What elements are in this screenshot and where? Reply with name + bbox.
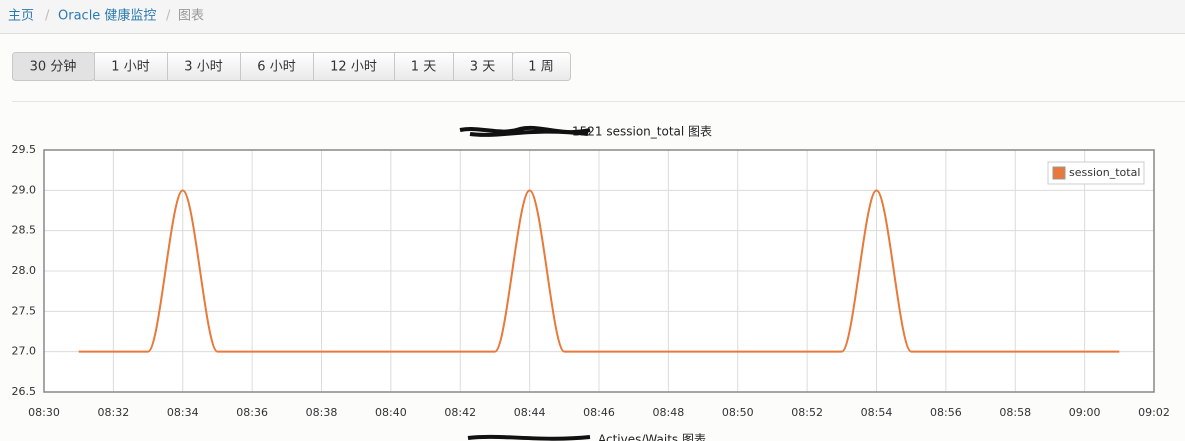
y-tick-label: 28.0 — [12, 264, 37, 277]
x-tick-label: 08:54 — [861, 406, 893, 419]
x-tick-label: 08:34 — [167, 406, 199, 419]
x-tick-label: 09:00 — [1069, 406, 1101, 419]
x-tick-label: 08:58 — [999, 406, 1031, 419]
range-button-label: 3 天 — [470, 60, 495, 75]
breadcrumb-current: 图表 — [178, 9, 204, 24]
breadcrumb-separator: / — [45, 9, 50, 24]
range-button[interactable] — [453, 52, 513, 81]
x-tick-label: 08:50 — [722, 406, 754, 419]
range-button-label: 1 小时 — [111, 60, 149, 75]
legend-box — [1047, 161, 1145, 185]
redaction — [459, 125, 591, 137]
y-tick-label: 29.0 — [12, 183, 37, 196]
range-button[interactable] — [167, 52, 241, 81]
range-button-label: 1 周 — [528, 60, 553, 75]
range-button[interactable] — [512, 52, 571, 81]
chart: 26.5 27.0 27.5 28.0 28.5 29.0 29.5 08:30 08:32 08… — [12, 143, 1170, 419]
legend-swatch — [1052, 166, 1066, 180]
x-tick-label: 09:02 — [1138, 406, 1170, 419]
range-button-group: 30 分钟 1 小时 3 小时 6 小时 12 小时 1 天 3 天 1 周 — [12, 52, 571, 81]
y-tick-label: 26.5 — [12, 385, 37, 398]
breadcrumb-link[interactable]: Oracle 健康监控 — [58, 8, 156, 24]
range-button-label: 3 小时 — [184, 60, 222, 75]
breadcrumb-separator: / — [166, 9, 171, 24]
y-tick-label: 27.5 — [12, 304, 37, 317]
y-tick-label: 29.5 — [12, 143, 37, 156]
range-button-label: 30 分钟 — [30, 59, 77, 75]
breadcrumb-link[interactable]: 主页 — [8, 9, 34, 24]
legend-label: session_total — [1069, 166, 1140, 179]
x-tick-label: 08:56 — [930, 406, 962, 419]
y-tick-label: 27.0 — [12, 345, 37, 358]
range-button[interactable] — [240, 52, 314, 81]
redaction — [467, 434, 591, 441]
x-tick-label: 08:46 — [583, 406, 615, 419]
range-button-label: 1 天 — [411, 60, 436, 75]
plot-border — [43, 149, 1155, 393]
range-button[interactable] — [313, 52, 395, 81]
range-button[interactable] — [94, 52, 168, 81]
breadcrumb-bar — [0, 0, 1185, 33]
y-tick-label: 28.5 — [12, 224, 37, 237]
chart-title: 1521 session_total 图表 — [572, 125, 712, 139]
x-tick-label: 08:44 — [514, 406, 546, 419]
x-tick-label: 08:36 — [236, 406, 268, 419]
x-tick-label: 08:30 — [28, 406, 60, 419]
line-series — [78, 189, 1120, 353]
range-button-label: 6 小时 — [257, 60, 295, 75]
x-tick-label: 08:52 — [791, 406, 823, 419]
x-tick-label: 08:32 — [98, 406, 130, 419]
x-tick-label: 08:42 — [444, 406, 476, 419]
x-tick-label: 08:48 — [653, 406, 685, 419]
range-button[interactable] — [394, 52, 454, 81]
next-chart-title: Actives/Waits 图表 — [598, 433, 706, 441]
x-tick-label: 08:40 — [375, 406, 407, 419]
x-tick-label: 08:38 — [306, 406, 338, 419]
range-button-label: 12 小时 — [330, 60, 377, 75]
